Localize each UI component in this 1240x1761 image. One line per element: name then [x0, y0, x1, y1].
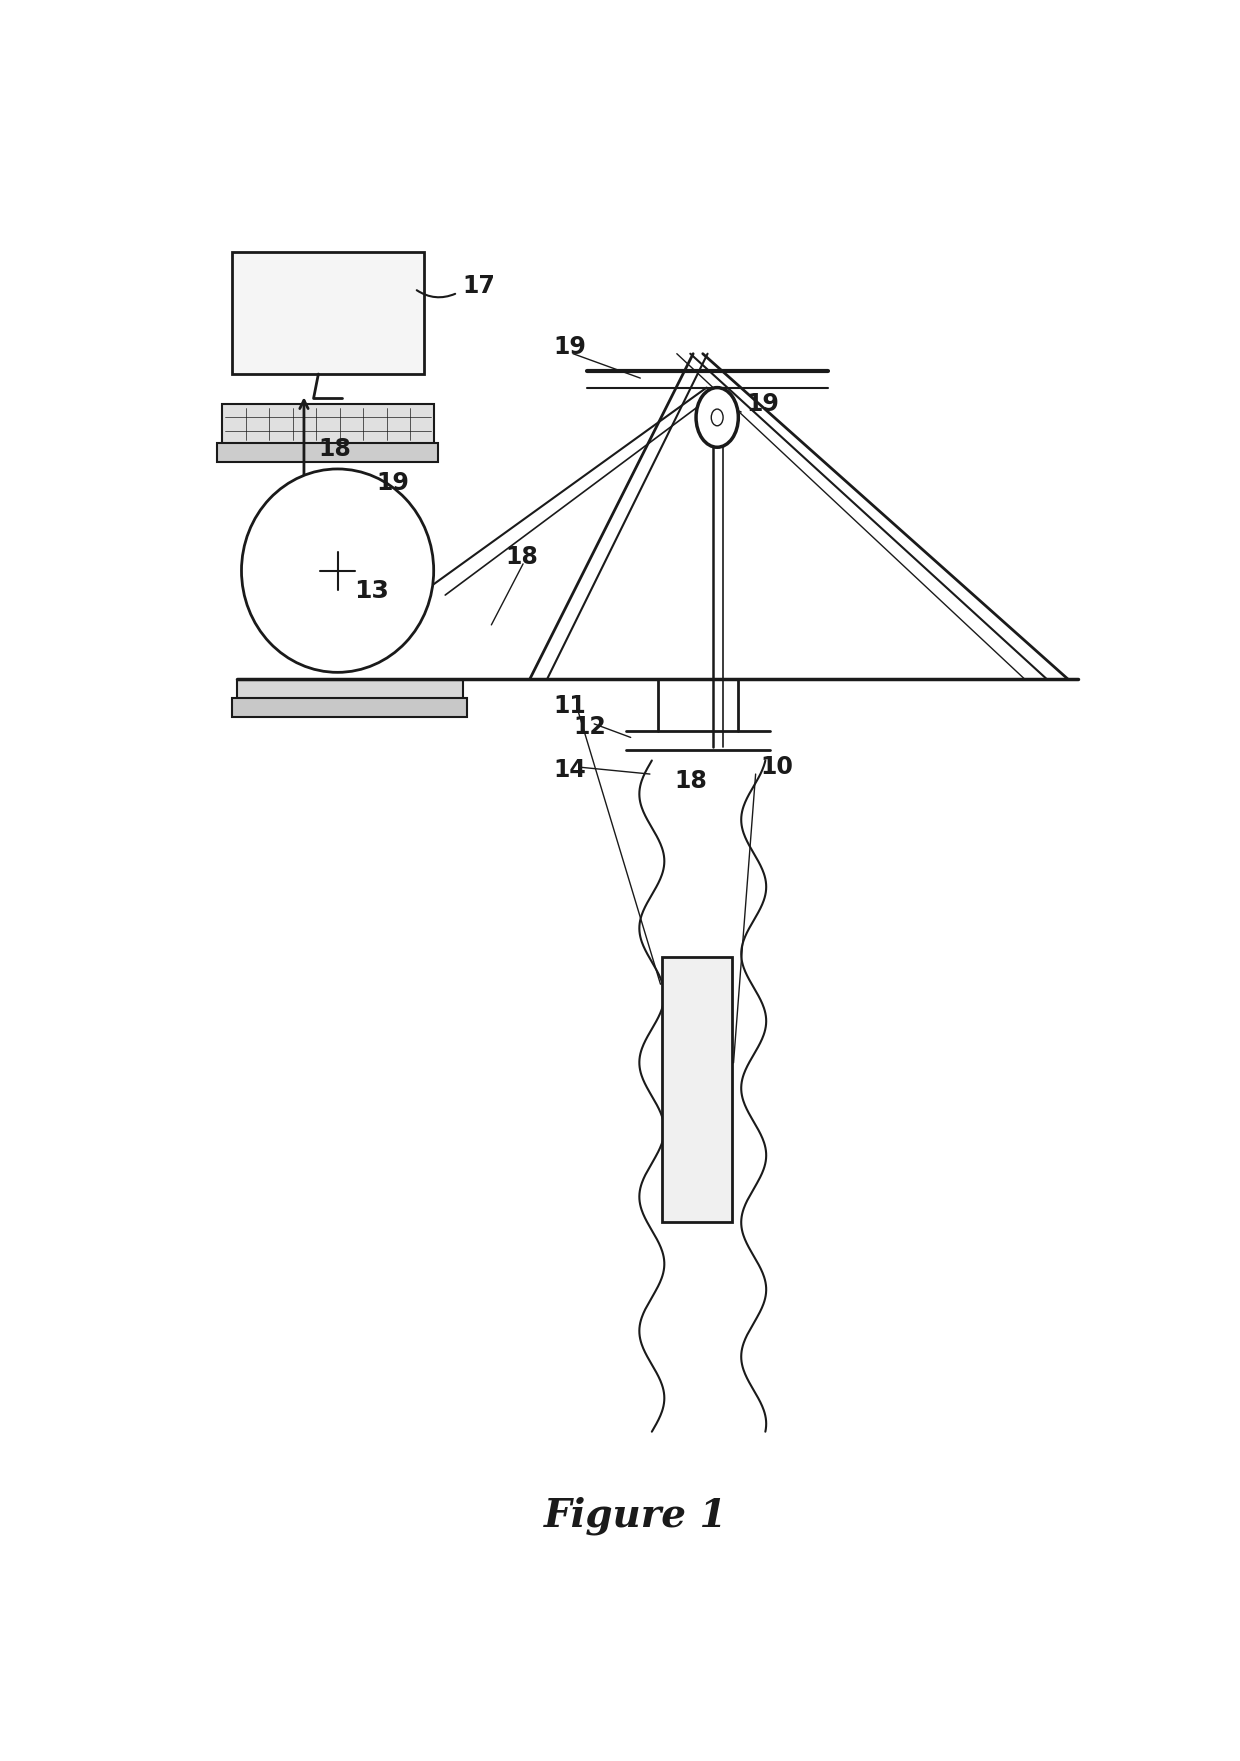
- Text: 14: 14: [554, 757, 587, 782]
- Text: 19: 19: [746, 393, 779, 416]
- Bar: [237, 680, 463, 699]
- Ellipse shape: [242, 468, 434, 673]
- Text: 18: 18: [675, 770, 707, 792]
- Text: 18: 18: [506, 546, 538, 569]
- Circle shape: [712, 409, 723, 426]
- Text: 18: 18: [319, 437, 351, 461]
- Text: 11: 11: [554, 694, 587, 718]
- Text: 17: 17: [463, 275, 496, 298]
- Bar: [232, 697, 467, 717]
- Text: 10: 10: [760, 755, 794, 780]
- Circle shape: [696, 387, 738, 447]
- Bar: [662, 958, 732, 1222]
- Bar: [222, 403, 434, 444]
- Text: Figure 1: Figure 1: [544, 1497, 727, 1536]
- Text: 12: 12: [573, 715, 606, 738]
- Text: 19: 19: [376, 470, 409, 495]
- Bar: [232, 252, 424, 373]
- Text: 13: 13: [353, 579, 388, 602]
- Bar: [217, 444, 439, 461]
- Text: 19: 19: [554, 335, 587, 359]
